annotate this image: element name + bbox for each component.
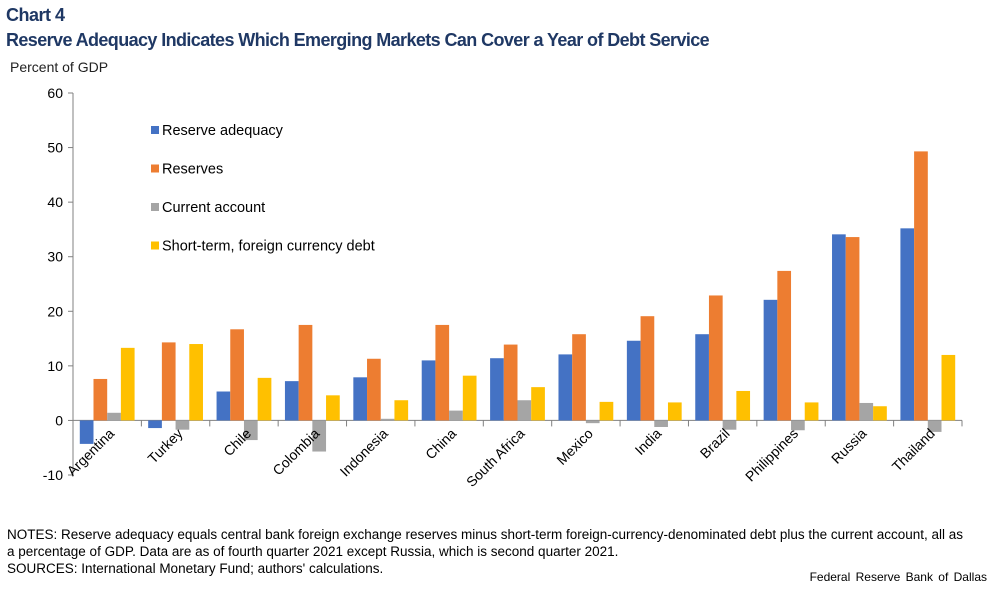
bar	[175, 420, 190, 430]
x-tick-label: Brazil	[697, 425, 733, 461]
bar	[257, 377, 272, 421]
legend: Reserve adequacy Reserves Current account S…	[151, 123, 375, 255]
x-tick-label: Colombia	[269, 425, 322, 478]
bar	[230, 329, 244, 421]
bar	[462, 375, 477, 421]
y-tick-label: 50	[47, 140, 63, 156]
bar	[804, 402, 819, 421]
bar	[353, 377, 368, 421]
bar	[859, 402, 874, 421]
bar	[216, 391, 231, 421]
x-tick-label: Turkey	[144, 425, 185, 466]
bar	[326, 395, 340, 421]
bar	[845, 237, 860, 421]
bar	[791, 420, 805, 431]
bar	[654, 420, 668, 427]
bar	[667, 402, 682, 421]
y-tick-label: 40	[47, 194, 63, 210]
bar	[585, 420, 600, 424]
legend-swatch	[151, 203, 159, 211]
bar	[695, 334, 709, 421]
bar	[490, 358, 504, 421]
bar	[708, 295, 723, 421]
bar	[900, 228, 915, 421]
bar	[777, 270, 792, 421]
chart-title: Reserve Adequacy Indicates Which Emergin…	[6, 30, 710, 50]
y-tick-label: 10	[47, 358, 63, 374]
x-tick-label: Philippines	[742, 425, 801, 484]
legend-swatch	[151, 164, 159, 173]
legend-label: Current account	[162, 200, 265, 216]
bar	[435, 324, 450, 421]
bar	[626, 340, 641, 421]
x-tick-label: Russia	[828, 425, 870, 467]
y-tick-label: 60	[47, 85, 63, 101]
bar	[189, 344, 203, 421]
bar	[572, 334, 586, 421]
legend-label: Short-term, foreign currency debt	[162, 239, 375, 255]
x-tick-label: Mexico	[553, 425, 596, 468]
bar	[873, 406, 887, 421]
bar	[107, 412, 121, 421]
legend-label: Reserve adequacy	[162, 123, 284, 139]
bar	[380, 418, 395, 421]
credit: Federal Reserve Bank of Dallas	[809, 570, 987, 584]
bar	[503, 344, 518, 421]
bar	[284, 381, 299, 421]
bar	[722, 420, 737, 430]
bar	[531, 387, 545, 421]
bars	[79, 151, 956, 452]
y-tick-label: 30	[47, 249, 63, 265]
bar	[736, 390, 751, 421]
bar	[941, 354, 956, 421]
bar	[421, 360, 436, 421]
bar	[449, 410, 463, 421]
bar	[558, 354, 573, 421]
bar	[298, 324, 313, 421]
bar	[832, 234, 846, 421]
bar	[148, 420, 162, 429]
bar	[79, 420, 94, 444]
x-tick-label: South Africa	[463, 425, 528, 490]
legend-label: Reserves	[162, 162, 223, 178]
bar	[161, 342, 176, 421]
x-tick-label: India	[632, 425, 665, 458]
bar	[120, 347, 135, 421]
bar	[367, 358, 381, 421]
bar	[243, 420, 258, 441]
legend-swatch	[151, 241, 159, 250]
sources: SOURCES: International Monetary Fund; au…	[7, 561, 384, 576]
x-tick-label: Thailand	[889, 425, 938, 474]
y-tick-label: -10	[43, 467, 63, 483]
bar	[763, 299, 778, 421]
bar	[394, 400, 409, 421]
bar	[927, 420, 942, 432]
y-tick-label: 0	[55, 412, 63, 428]
y-tick-label: 20	[47, 303, 63, 319]
legend-swatch	[151, 126, 159, 134]
bar	[312, 420, 327, 452]
bar	[517, 400, 532, 421]
bar	[640, 316, 655, 421]
y-axis-label: Percent of GDP	[10, 59, 109, 75]
bar	[914, 151, 928, 421]
x-tick-label: Indonesia	[337, 425, 391, 479]
chart-label: Chart 4	[6, 5, 65, 25]
bar	[599, 401, 614, 421]
bar	[93, 378, 108, 421]
notes: NOTES: Reserve adequacy equals central b…	[7, 527, 963, 559]
x-tick-label: China	[422, 425, 459, 462]
